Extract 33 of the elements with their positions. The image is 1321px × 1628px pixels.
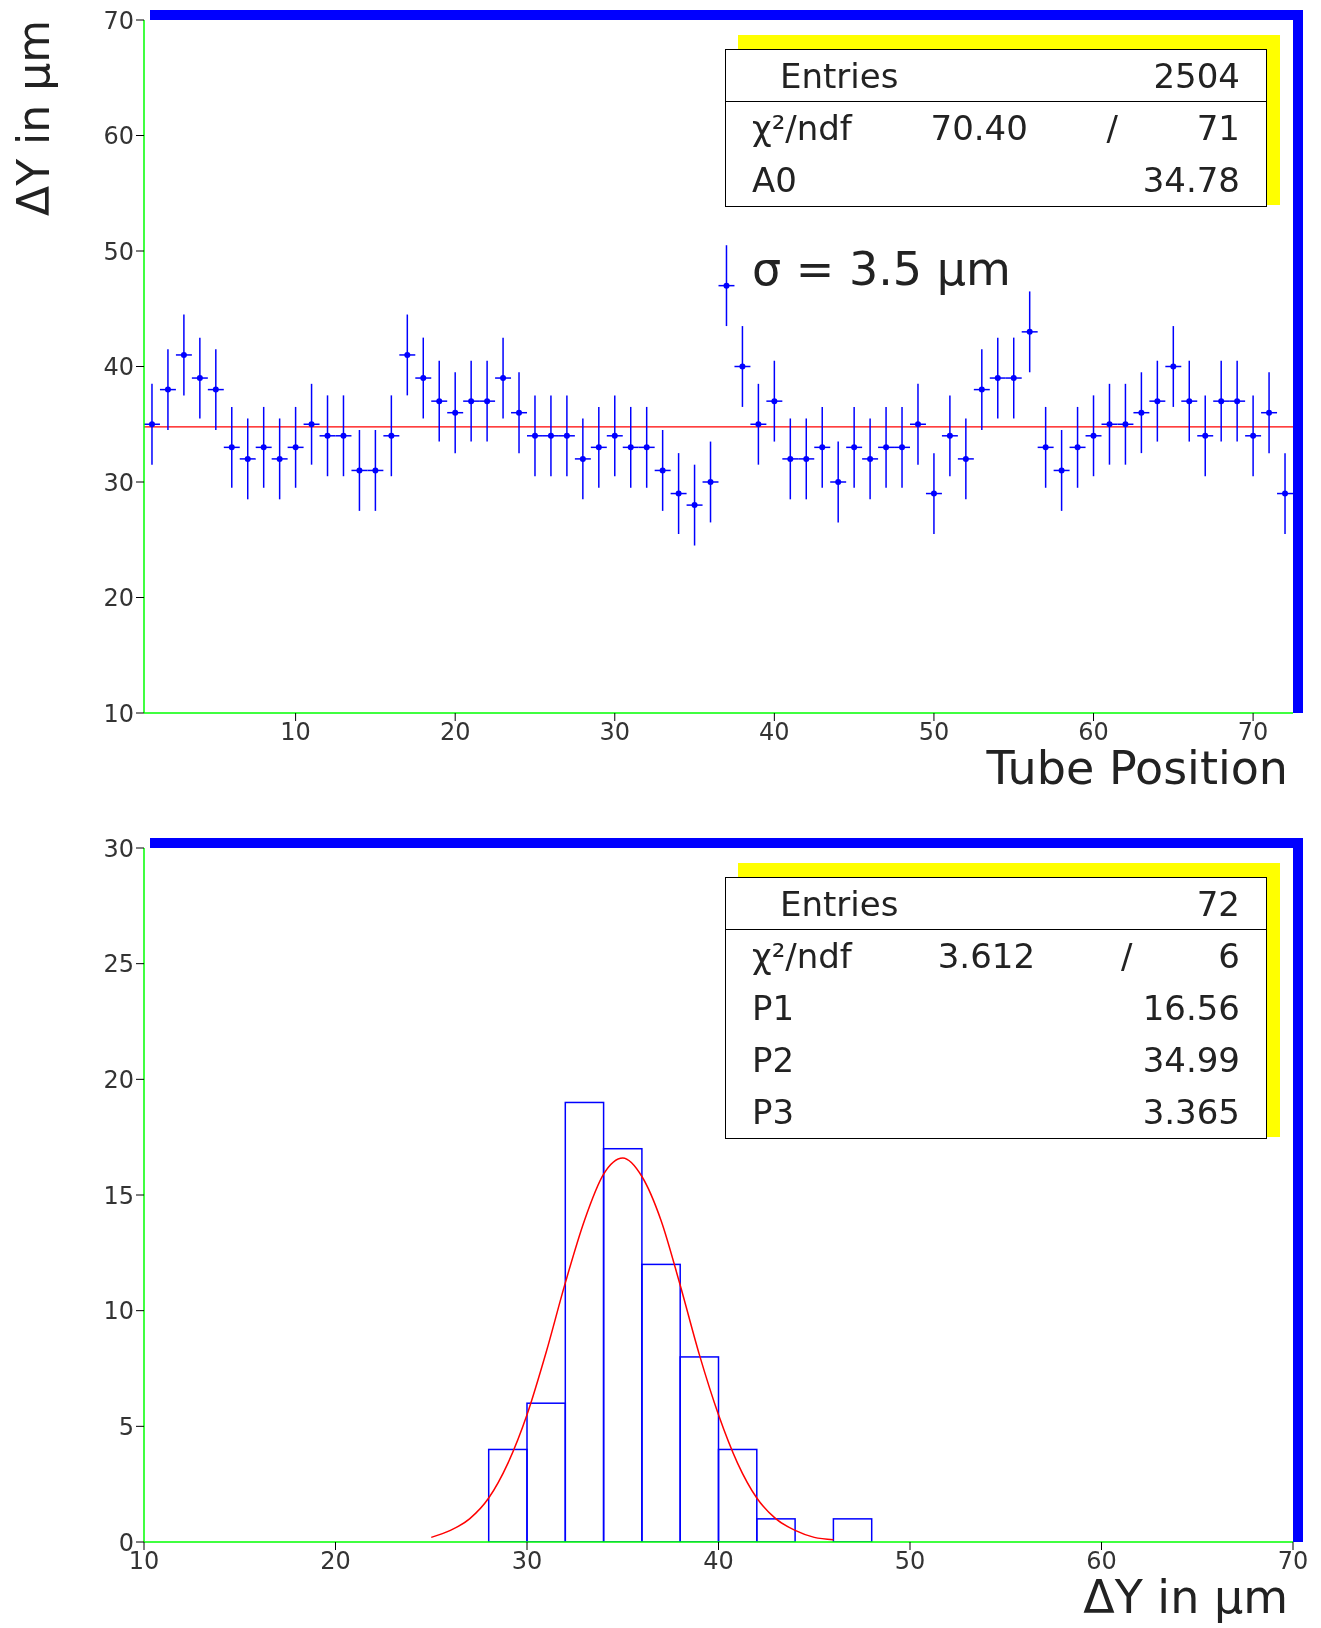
text: A0 34.78 (752, 160, 1240, 200)
y-tick-label: 5 (118, 1412, 134, 1441)
y-tick-label: 50 (103, 237, 134, 266)
y-tick-label: 20 (103, 1065, 134, 1094)
x-tick-label: 40 (703, 1547, 734, 1576)
x-tick-label: 10 (280, 718, 311, 747)
x-tick-label: 20 (320, 1547, 351, 1576)
y-tick-label: 10 (103, 1297, 134, 1326)
y-tick-label: 60 (103, 122, 134, 151)
text: P1 16.56 (752, 988, 1240, 1028)
x-tick-label: 50 (918, 718, 950, 747)
y-tick-label: 15 (103, 1181, 134, 1210)
x-tick-label: 20 (439, 718, 471, 747)
y-tick-label: 20 (103, 584, 134, 613)
line-series (430, 1157, 835, 1541)
x-tick-label: 50 (894, 1547, 926, 1576)
y-tick-label: 30 (103, 834, 134, 863)
y-axis-title: ΔY in μm (8, 20, 59, 216)
y-tick-label: 30 (103, 468, 134, 497)
x-tick-label: 30 (511, 1547, 543, 1576)
text: χ²/ndf 70.40 / 71 (752, 108, 1240, 148)
x-tick-label: 30 (599, 718, 631, 747)
text: χ²/ndf 3.612 / 6 (752, 936, 1240, 976)
y-tick-label: 10 (103, 699, 134, 728)
y-tick-label: 70 (103, 6, 134, 35)
annotation: σ = 3.5 μm (752, 242, 1011, 296)
y-tick-label: 40 (103, 353, 134, 382)
text: Entries 2504 (780, 55, 1240, 96)
text: Entries 72 (780, 883, 1240, 924)
y-tick-label: 25 (103, 950, 134, 979)
x-tick-label: 40 (759, 718, 790, 747)
text: P3 3.365 (752, 1092, 1240, 1132)
text: P2 34.99 (752, 1040, 1240, 1080)
